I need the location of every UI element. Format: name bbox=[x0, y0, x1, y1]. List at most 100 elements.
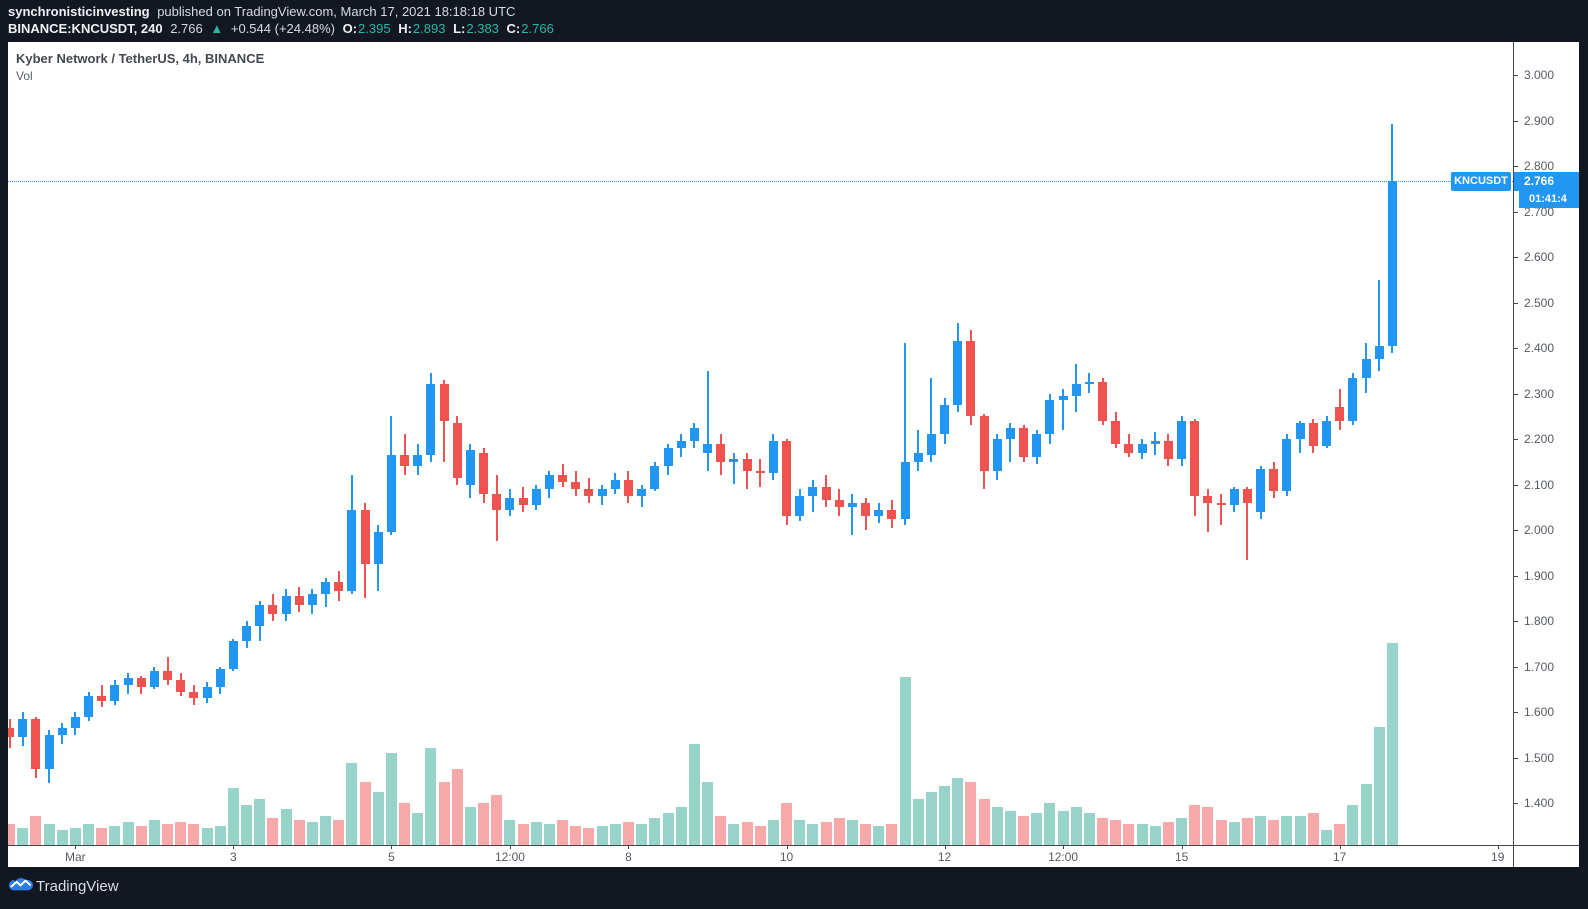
candle-wick bbox=[851, 493, 854, 535]
candle-wick bbox=[759, 459, 762, 487]
price-tick-label: 2.500 bbox=[1524, 295, 1555, 310]
price-axis-line[interactable] bbox=[1513, 42, 1514, 867]
candle-wick bbox=[811, 479, 814, 512]
tradingview-logo-icon[interactable] bbox=[8, 877, 34, 897]
candle-body bbox=[1005, 427, 1015, 439]
volume-bar bbox=[148, 820, 160, 845]
volume-bar bbox=[991, 807, 1003, 845]
candle-body bbox=[413, 454, 423, 467]
time-tick bbox=[944, 845, 946, 849]
candle-wick bbox=[1246, 486, 1249, 560]
price-tick bbox=[1513, 166, 1518, 167]
candle-body bbox=[307, 593, 317, 606]
candle-body bbox=[347, 509, 357, 592]
volume-bar bbox=[728, 824, 740, 845]
time-tick-label: 15 bbox=[1174, 850, 1189, 864]
time-tick-label: 17 bbox=[1332, 850, 1347, 864]
candle-body bbox=[1111, 420, 1121, 444]
volume-bar bbox=[886, 824, 898, 845]
publish-header: synchronisticinvesting published on Trad… bbox=[0, 0, 1588, 42]
volume-bar bbox=[1202, 807, 1214, 845]
candle-body bbox=[84, 696, 94, 717]
tradingview-brand-text[interactable]: TradingView bbox=[36, 878, 119, 895]
candle-body bbox=[255, 605, 265, 626]
low-value: 2.383 bbox=[466, 21, 499, 36]
candle-wick bbox=[1009, 423, 1012, 462]
candle-body bbox=[874, 509, 884, 517]
candle-wick bbox=[1154, 432, 1157, 455]
candle-body bbox=[465, 450, 475, 485]
candle-body bbox=[281, 595, 291, 615]
price-tick-label: 2.800 bbox=[1524, 159, 1555, 173]
volume-bar bbox=[912, 799, 924, 845]
price-tick-label: 1.900 bbox=[1524, 568, 1555, 583]
volume-bar bbox=[359, 782, 371, 845]
volume-bar bbox=[464, 807, 476, 845]
volume-bar bbox=[1215, 820, 1227, 845]
volume-bar bbox=[1123, 824, 1135, 845]
candle-body bbox=[1071, 384, 1081, 396]
price-tick bbox=[1513, 803, 1518, 804]
volume-bar bbox=[557, 820, 569, 845]
volume-bar bbox=[1360, 784, 1372, 845]
candle-body bbox=[334, 582, 344, 592]
candle-body bbox=[321, 582, 331, 594]
time-tick-label: Mar bbox=[65, 850, 86, 864]
candle-body bbox=[400, 454, 410, 467]
high-value: 2.893 bbox=[412, 21, 446, 36]
volume-bar bbox=[491, 795, 503, 845]
time-tick bbox=[1181, 845, 1183, 849]
candle-body bbox=[189, 691, 199, 699]
candle-body bbox=[518, 498, 528, 505]
volume-bar bbox=[241, 805, 253, 845]
volume-bar bbox=[1018, 816, 1030, 845]
volume-bar bbox=[1149, 826, 1161, 845]
time-tick bbox=[233, 845, 235, 849]
candle-body bbox=[294, 595, 304, 606]
volume-bar bbox=[1189, 805, 1201, 845]
volume-bar bbox=[925, 792, 937, 845]
candle-body bbox=[584, 489, 594, 496]
candle-body bbox=[610, 479, 620, 490]
volume-bar bbox=[175, 822, 187, 845]
candle-body bbox=[597, 489, 607, 496]
volume-bar bbox=[1268, 820, 1280, 845]
volume-bar bbox=[1373, 727, 1385, 845]
volume-bar bbox=[649, 818, 661, 845]
candle-body bbox=[1190, 420, 1200, 496]
candle-body bbox=[215, 668, 225, 687]
candle-body bbox=[663, 448, 673, 467]
candle-body bbox=[940, 404, 950, 435]
volume-bar bbox=[188, 824, 200, 845]
volume-bar bbox=[162, 824, 174, 845]
volume-bar bbox=[399, 803, 411, 845]
candle-body bbox=[149, 671, 159, 687]
volume-bar bbox=[939, 786, 951, 845]
volume-bar bbox=[280, 809, 292, 845]
time-tick-label: 8 bbox=[625, 850, 632, 864]
candle-countdown-label: 01:41:4 bbox=[1519, 191, 1579, 208]
volume-bar bbox=[438, 782, 450, 845]
open-label: O: bbox=[342, 21, 358, 36]
volume-bar bbox=[1057, 811, 1069, 845]
candle-body bbox=[650, 466, 660, 490]
candle-body bbox=[795, 495, 805, 517]
volume-bar bbox=[30, 816, 42, 845]
volume-bar bbox=[1294, 816, 1306, 845]
candle-body bbox=[966, 341, 976, 417]
price-tick bbox=[1513, 757, 1518, 759]
volume-bar bbox=[333, 820, 345, 845]
volume-bar bbox=[517, 824, 529, 845]
time-tick bbox=[391, 845, 393, 849]
candle-body bbox=[268, 605, 278, 615]
volume-bar bbox=[267, 818, 279, 845]
volume-bar bbox=[43, 824, 55, 845]
chart-panel[interactable]: Kyber Network / TetherUS, 4h, BINANCE Vo… bbox=[8, 42, 1579, 867]
volume-bar bbox=[1307, 813, 1319, 845]
price-tick-label: 2.900 bbox=[1524, 113, 1555, 128]
candle-body bbox=[571, 482, 581, 490]
candle-body bbox=[1229, 489, 1239, 505]
time-axis-line bbox=[8, 845, 1579, 846]
time-tick-label: 12:00 bbox=[1048, 850, 1079, 864]
candle-body bbox=[1308, 423, 1318, 446]
